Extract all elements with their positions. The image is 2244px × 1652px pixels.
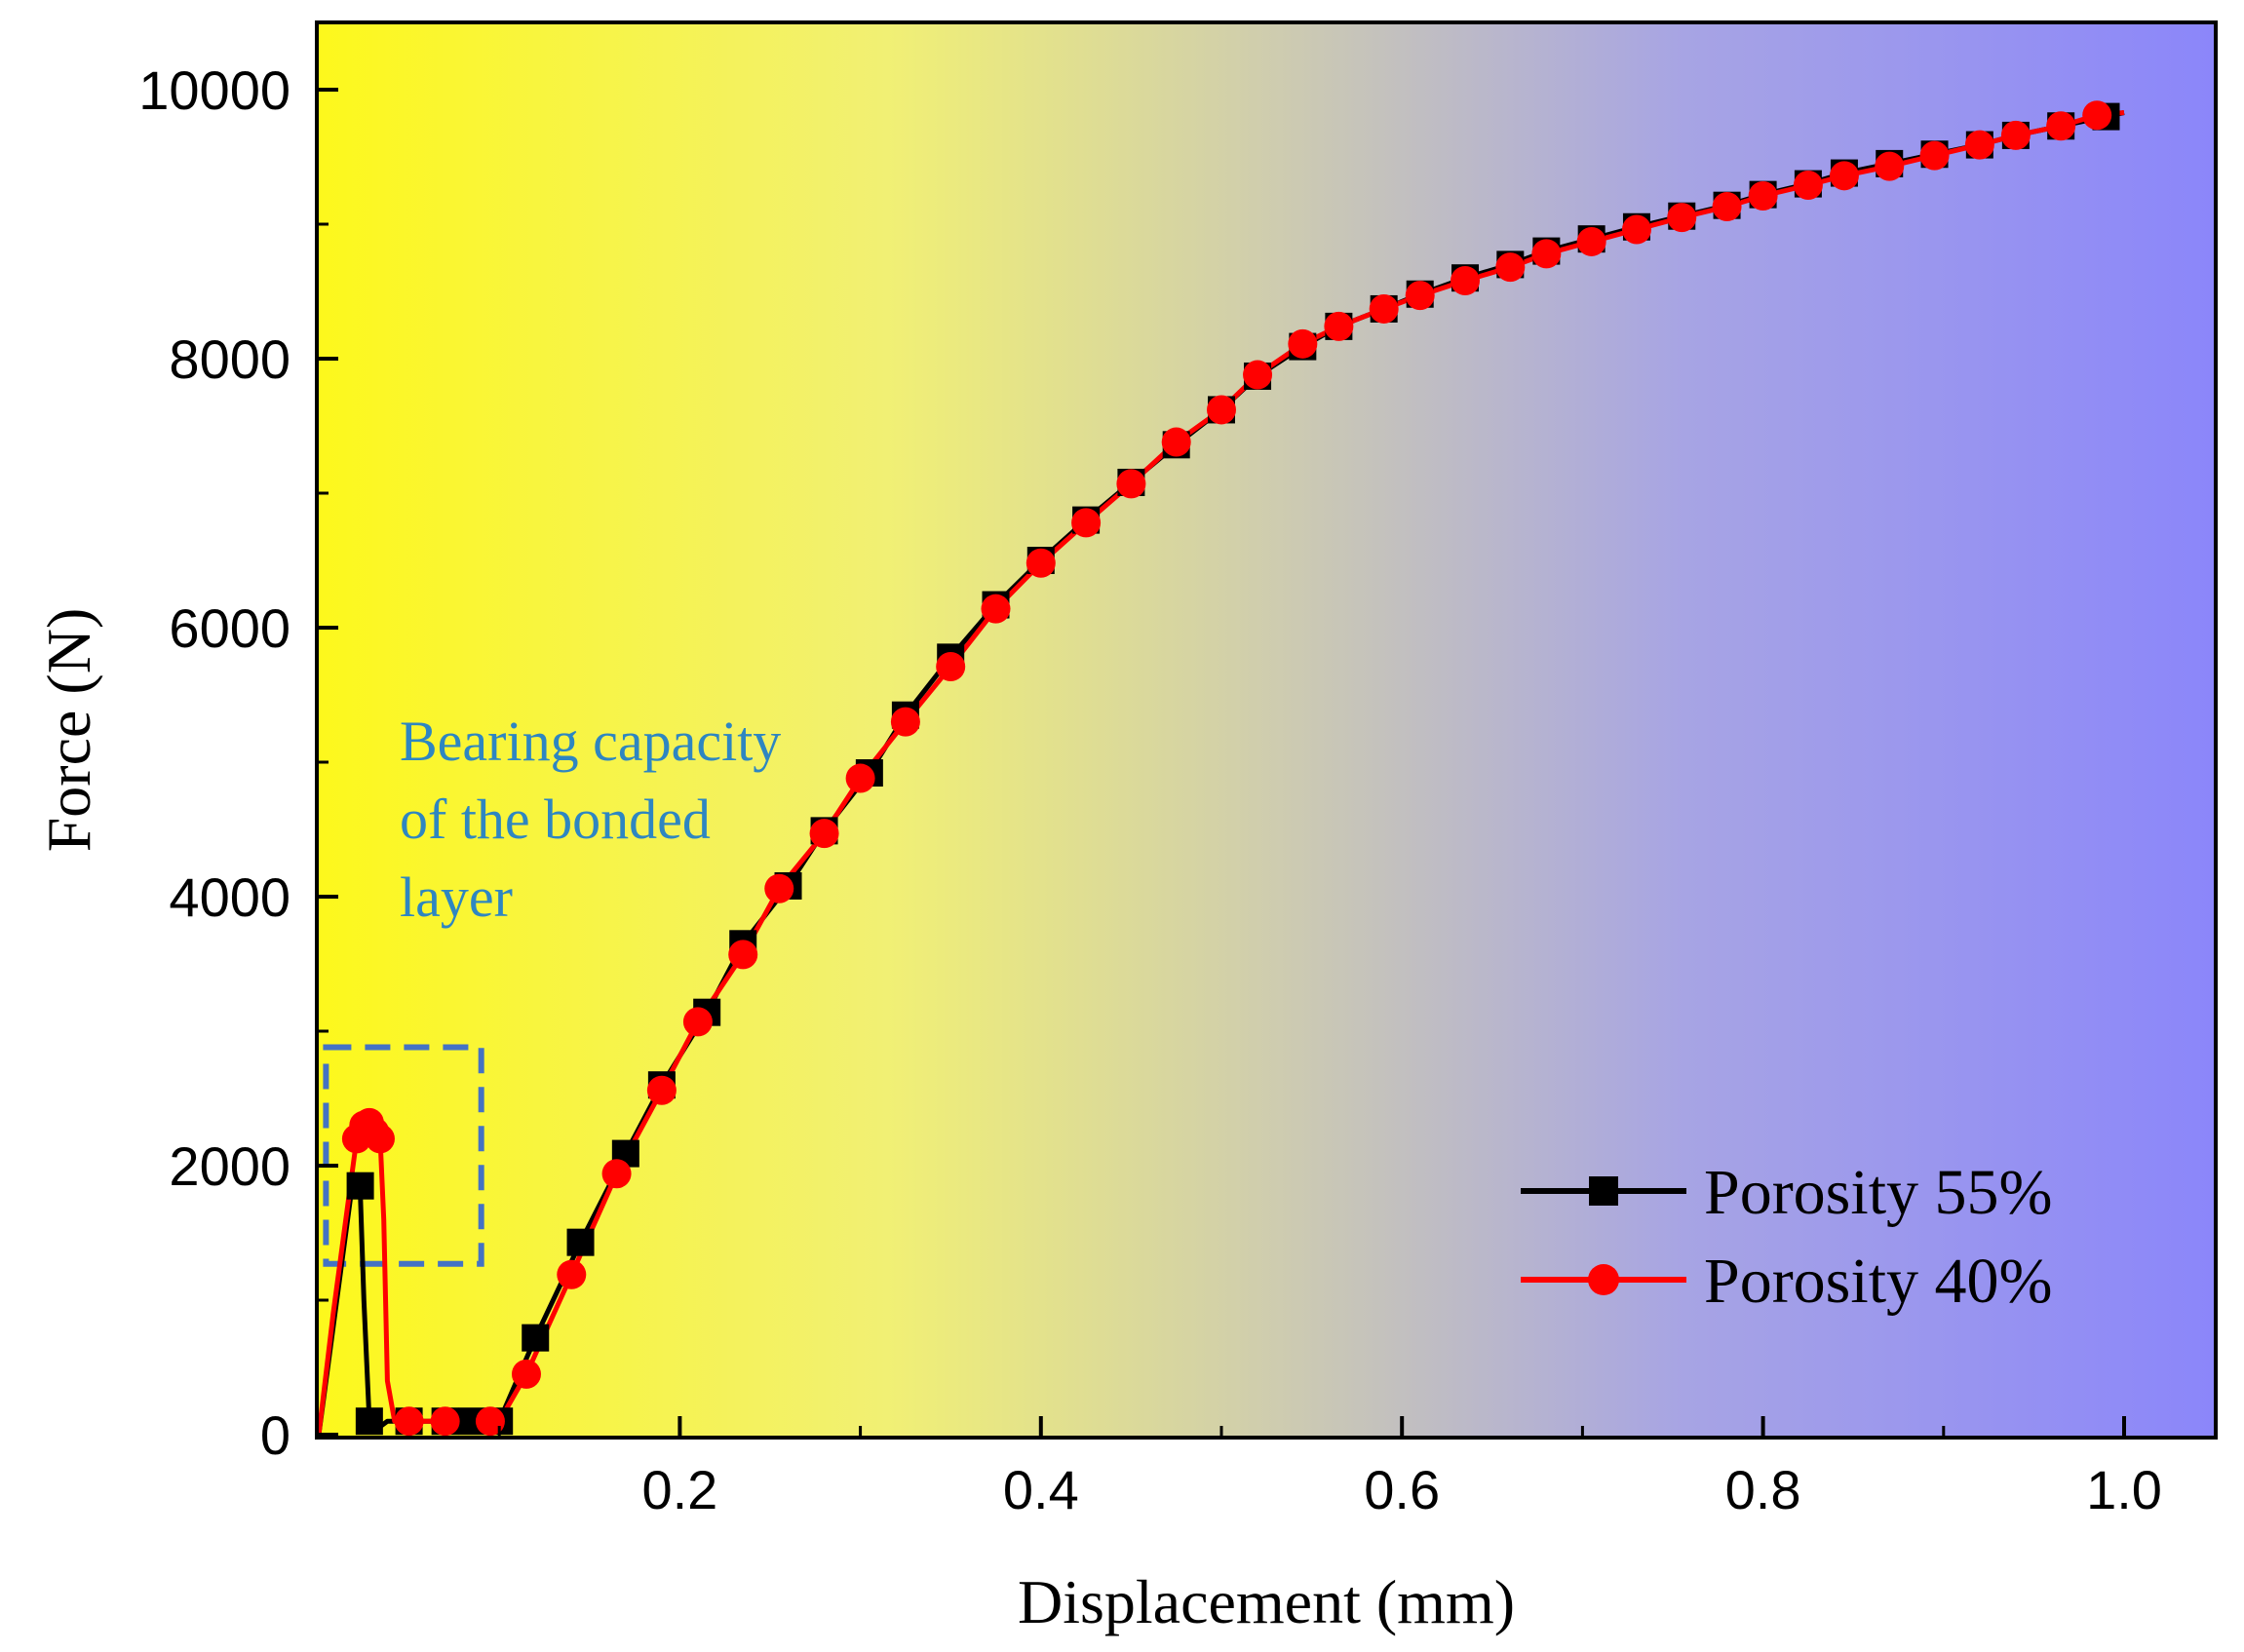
data-point-circle (557, 1259, 587, 1289)
legend-label-porosity-55: Porosity 55% (1704, 1157, 2053, 1228)
data-point-circle (764, 873, 794, 903)
data-point-circle (1207, 395, 1236, 425)
data-point-circle (1964, 130, 1994, 160)
data-point-circle (1071, 508, 1102, 538)
data-point-circle (646, 1075, 677, 1105)
data-point-circle (981, 594, 1011, 624)
data-point-circle (682, 1007, 713, 1037)
data-point-circle (2046, 111, 2076, 141)
data-point-circle (728, 940, 758, 970)
x-axis-title: Displacement (mm) (1018, 1567, 1515, 1636)
data-point-circle (1712, 192, 1742, 222)
data-point-circle (430, 1406, 460, 1437)
data-point-circle (809, 819, 839, 849)
bearing-capacity-box (323, 1044, 484, 1267)
data-point-circle (1793, 170, 1823, 200)
y-tick-label: 8000 (169, 328, 290, 390)
data-point-circle (2082, 100, 2112, 131)
x-tick-label: 1.0 (2086, 1459, 2162, 1520)
data-point-circle (936, 652, 966, 682)
y-tick-label: 6000 (169, 597, 290, 659)
x-tick-label: 0.2 (641, 1459, 717, 1520)
data-point-circle (1919, 140, 1950, 171)
data-point-circle (1025, 548, 1056, 578)
data-point-circle (1576, 226, 1606, 256)
x-tick-label: 0.6 (1364, 1459, 1440, 1520)
annotation-text: Bearing capacity of the bonded layer (400, 710, 781, 929)
data-point-circle (1161, 427, 1191, 457)
data-point-square (566, 1228, 595, 1256)
y-tick-label: 2000 (169, 1135, 290, 1197)
y-tick-label: 4000 (169, 866, 290, 928)
data-point-circle (1369, 293, 1399, 324)
data-point-circle (601, 1159, 632, 1189)
data-point-circle (1243, 360, 1273, 390)
data-point-circle (1324, 311, 1354, 341)
annotation-line-2: of the bonded (400, 788, 711, 851)
data-point-square (355, 1407, 383, 1436)
data-point-circle (1116, 469, 1146, 499)
plot-frame (315, 20, 2218, 1440)
data-point-circle (845, 763, 875, 793)
data-point-circle (1288, 328, 1318, 359)
legend-marker-circle (1588, 1264, 1619, 1295)
x-tick-label: 0.8 (1725, 1459, 1801, 1520)
annotation-line-3: layer (400, 865, 513, 929)
legend-marker-square (1589, 1176, 1618, 1206)
data-point-circle (1451, 265, 1481, 295)
data-point-circle (1829, 161, 1859, 191)
data-point-circle (475, 1406, 505, 1437)
data-point-square (522, 1324, 550, 1352)
legend: Porosity 55% Porosity 40% (1521, 1157, 2053, 1317)
y-axis-title: Force (N) (34, 608, 103, 853)
data-point-circle (1621, 214, 1651, 245)
y-tick-label: 0 (260, 1404, 290, 1466)
legend-label-porosity-40: Porosity 40% (1704, 1246, 2053, 1317)
data-point-circle (2000, 120, 2031, 150)
data-point-circle (511, 1359, 541, 1389)
data-point-circle (1495, 252, 1526, 283)
data-point-circle (1667, 203, 1697, 233)
data-point-circle (365, 1124, 395, 1154)
data-point-circle (394, 1406, 424, 1437)
annotation-line-1: Bearing capacity (400, 710, 781, 773)
x-tick-label: 0.4 (1003, 1459, 1079, 1520)
data-point-circle (1531, 239, 1562, 269)
data-point-circle (1405, 281, 1435, 311)
data-point-circle (890, 707, 920, 737)
data-point-square (346, 1172, 374, 1200)
data-point-circle (1748, 181, 1778, 211)
data-point-circle (1875, 151, 1905, 181)
y-tick-label: 10000 (138, 59, 290, 121)
plot-background (317, 22, 2216, 1438)
